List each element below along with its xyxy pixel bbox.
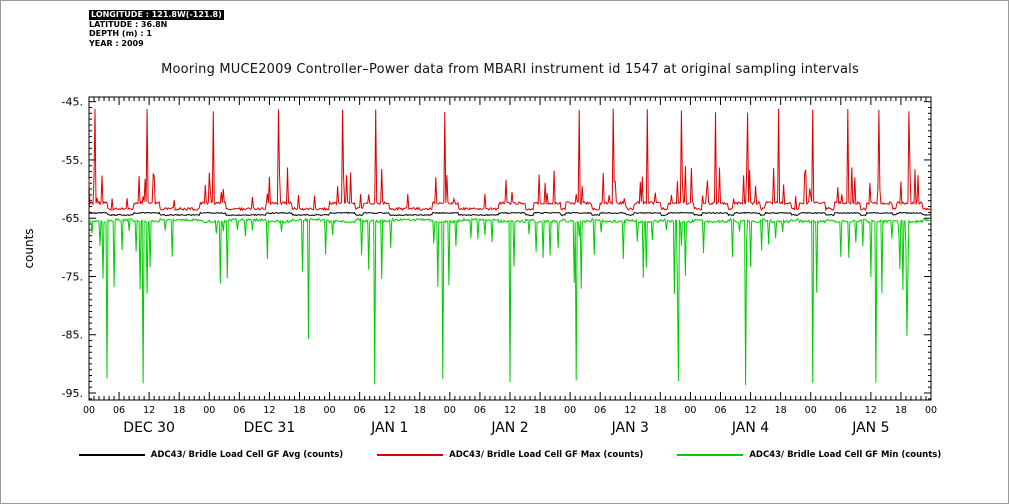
svg-text:00: 00: [805, 405, 817, 416]
svg-text:06: 06: [714, 405, 726, 416]
svg-text:06: 06: [113, 405, 125, 416]
svg-text:JAN 1: JAN 1: [370, 420, 408, 436]
series-max-line: [88, 108, 932, 212]
svg-text:-85.: -85.: [62, 329, 83, 342]
legend-item-avg: ADC43/ Bridle Load Cell GF Avg (counts): [78, 450, 344, 460]
tick-labels-group: 00 06 12 18 00 06 12 18 00 06 12 18 00 06 12 18 00 06 12 18…: [22, 96, 937, 436]
svg-text:00: 00: [564, 405, 576, 416]
metadata-longitude: LONGITUDE : 121.8W(-121.8): [89, 10, 224, 20]
svg-text:DEC 30: DEC 30: [123, 420, 175, 436]
svg-text:12: 12: [865, 405, 877, 416]
svg-text:DEC 31: DEC 31: [244, 420, 296, 436]
legend-label-min: ADC43/ Bridle Load Cell GF Min (counts): [749, 450, 942, 460]
svg-text:06: 06: [835, 405, 847, 416]
legend-line-min: [677, 454, 744, 456]
svg-text:JAN 5: JAN 5: [851, 420, 889, 436]
svg-text:18: 18: [654, 405, 666, 416]
svg-text:12: 12: [143, 405, 155, 416]
svg-text:06: 06: [354, 405, 366, 416]
svg-text:00: 00: [203, 405, 215, 416]
svg-text:18: 18: [173, 405, 185, 416]
svg-text:-75.: -75.: [62, 270, 83, 283]
svg-text:18: 18: [775, 405, 787, 416]
svg-text:18: 18: [534, 405, 546, 416]
svg-text:12: 12: [263, 405, 275, 416]
svg-text:00: 00: [83, 405, 95, 416]
series-avg-line: [88, 211, 932, 217]
metadata-latitude: LATITUDE : 36.8N: [89, 19, 168, 29]
metadata-block: LONGITUDE : 121.8W(-121.8) LATITUDE : 36…: [89, 10, 224, 48]
svg-text:00: 00: [925, 405, 937, 416]
legend-label-avg: ADC43/ Bridle Load Cell GF Avg (counts): [150, 450, 344, 460]
legend-line-max: [377, 454, 444, 456]
svg-text:-95.: -95.: [62, 387, 83, 400]
legend-line-avg: [78, 454, 145, 456]
series-min-line: [88, 217, 932, 386]
svg-text:JAN 3: JAN 3: [611, 420, 649, 436]
svg-text:06: 06: [474, 405, 486, 416]
svg-text:06: 06: [594, 405, 606, 416]
svg-text:12: 12: [745, 405, 757, 416]
svg-text:18: 18: [293, 405, 305, 416]
svg-text:-45.: -45.: [62, 96, 83, 109]
svg-text:-55.: -55.: [62, 154, 83, 167]
svg-text:18: 18: [895, 405, 907, 416]
legend-item-min: ADC43/ Bridle Load Cell GF Min (counts): [677, 450, 941, 460]
svg-text:JAN 2: JAN 2: [490, 420, 528, 436]
metadata-year: YEAR : 2009: [89, 38, 144, 48]
svg-text:06: 06: [233, 405, 245, 416]
svg-text:12: 12: [384, 405, 396, 416]
svg-text:00: 00: [684, 405, 696, 416]
metadata-depth: DEPTH (m) : 1: [89, 29, 152, 38]
svg-text:00: 00: [444, 405, 456, 416]
chart-title: Mooring MUCE2009 Controller–Power data f…: [161, 62, 859, 77]
svg-text:18: 18: [414, 405, 426, 416]
legend-label-max: ADC43/ Bridle Load Cell GF Max (counts): [449, 450, 644, 460]
legend-item-max: ADC43/ Bridle Load Cell GF Max (counts): [377, 450, 643, 460]
svg-text:12: 12: [504, 405, 516, 416]
svg-text:JAN 4: JAN 4: [731, 420, 769, 436]
y-axis-label: counts: [22, 228, 36, 268]
svg-text:00: 00: [324, 405, 336, 416]
chart-legend: ADC43/ Bridle Load Cell GF Avg (counts) A…: [78, 450, 941, 460]
svg-text:-65.: -65.: [62, 212, 83, 225]
svg-text:12: 12: [624, 405, 636, 416]
